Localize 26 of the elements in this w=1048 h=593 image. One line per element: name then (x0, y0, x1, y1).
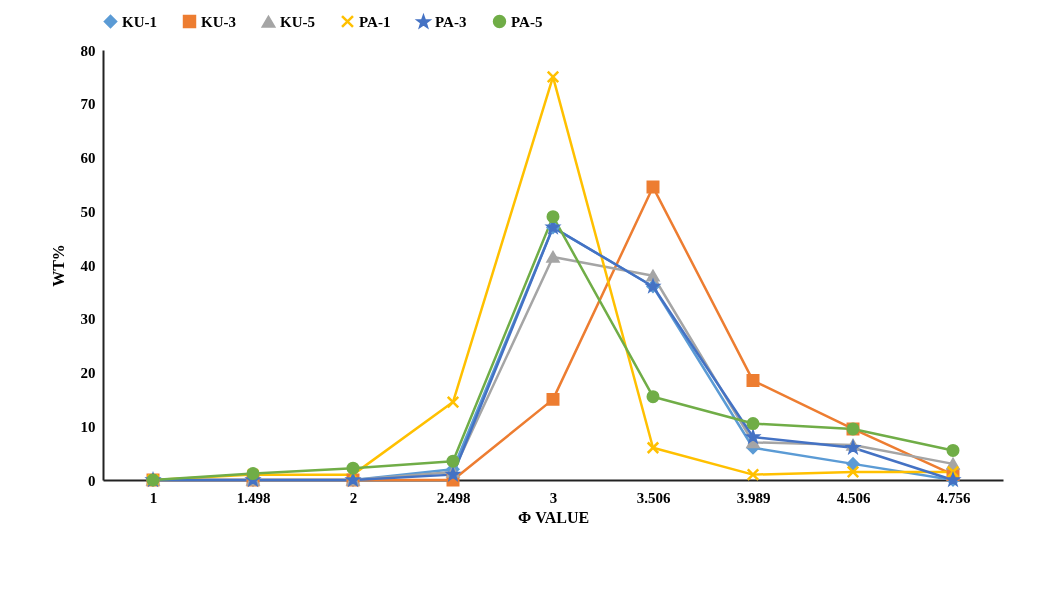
x-tick-label: 4.756 (936, 489, 971, 506)
y-tick-label: 10 (80, 418, 96, 435)
x-tick-label: 3.989 (736, 489, 771, 506)
y-tick-label: 40 (80, 257, 96, 274)
legend-label: PA-3 (435, 14, 467, 31)
x-tick-label: 2.498 (436, 489, 471, 506)
x-tick-label: 1.498 (236, 489, 271, 506)
x-tick-label: 4.506 (836, 489, 871, 506)
legend-label: PA-5 (511, 13, 543, 30)
x-tick-label: 2 (349, 489, 358, 506)
y-axis-title: WT% (49, 244, 67, 287)
y-tick-label: 30 (80, 311, 96, 328)
y-tick-label: 60 (80, 150, 96, 166)
legend-label: KU-3 (201, 13, 236, 30)
y-tick-label: 70 (80, 96, 96, 113)
y-tick-label: 80 (80, 42, 96, 59)
x-tick-label: 3.506 (636, 489, 671, 506)
y-tick-label: 0 (88, 472, 96, 489)
legend-label: KU-1 (122, 13, 157, 30)
x-tick-label: 1 (149, 489, 158, 506)
y-tick-label: 50 (80, 203, 96, 220)
y-tick-label: 20 (80, 365, 96, 381)
legend-label: KU-5 (280, 13, 315, 30)
x-tick-label: 3 (549, 489, 558, 506)
x-axis-title: Φ VALUE (517, 508, 590, 526)
legend-label: PA-1 (359, 13, 391, 30)
